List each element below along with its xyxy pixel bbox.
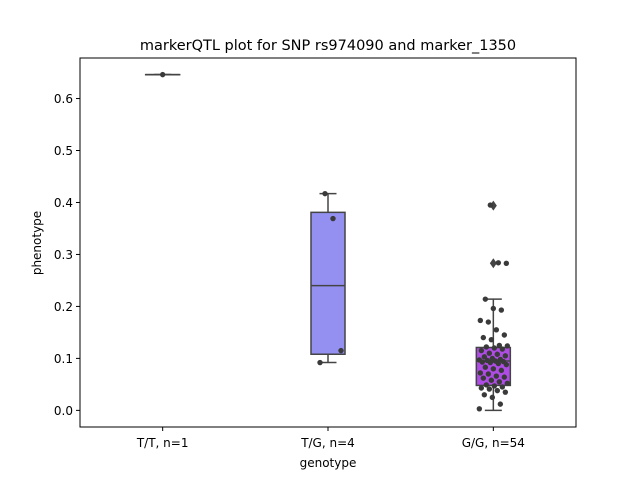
data-point: [159, 71, 166, 78]
data-point: [489, 394, 496, 401]
y-tick-label: 0.6: [54, 92, 73, 106]
box-series: [144, 73, 512, 412]
data-point: [483, 344, 490, 350]
y-tick-label: 0.5: [54, 144, 73, 158]
data-point: [502, 353, 509, 359]
data-point: [501, 374, 508, 380]
data-point: [488, 377, 495, 383]
data-point: [493, 327, 500, 333]
data-point: [496, 379, 503, 385]
data-point: [322, 190, 328, 197]
y-tick-label: 0.0: [54, 404, 73, 418]
data-point: [482, 364, 489, 370]
outlier-marker: [489, 258, 497, 269]
data-point: [493, 373, 500, 379]
data-point: [490, 305, 497, 312]
data-point: [503, 260, 510, 266]
x-tick-label: G/G, n=54: [462, 436, 525, 450]
data-point: [491, 383, 498, 389]
data-point: [494, 387, 501, 394]
data-point: [497, 401, 504, 407]
data-point: [477, 370, 484, 376]
y-axis-label: phenotype: [30, 211, 44, 275]
data-point: [487, 202, 494, 208]
data-point: [478, 347, 485, 354]
data-point: [477, 317, 484, 324]
data-point: [485, 371, 492, 377]
data-point: [499, 384, 506, 390]
data-point: [479, 359, 486, 365]
data-point: [495, 360, 502, 367]
data-point: [496, 342, 503, 349]
data-point: [504, 343, 511, 349]
data-point: [488, 336, 495, 343]
y-axis: 0.0 0.1 0.2 0.3 0.4 0.5 0.6: [54, 92, 80, 418]
data-point: [482, 296, 489, 302]
y-tick-label: 0.1: [54, 352, 73, 366]
data-point: [494, 351, 501, 357]
x-tick-label: T/T, n=1: [136, 436, 189, 450]
data-point: [504, 380, 511, 387]
data-point: [503, 361, 510, 368]
y-tick-label: 0.4: [54, 196, 73, 210]
data-point: [498, 367, 505, 374]
strip-points: [159, 71, 511, 412]
data-point: [480, 334, 487, 341]
x-axis: T/T, n=1 T/G, n=4 G/G, n=54: [136, 427, 525, 450]
data-point: [501, 332, 508, 338]
x-axis-label: genotype: [300, 456, 357, 470]
box-group: [310, 192, 346, 364]
y-tick-label: 0.3: [54, 248, 73, 262]
data-point: [486, 350, 493, 356]
data-point: [502, 389, 509, 395]
data-point: [317, 359, 323, 366]
data-point: [478, 385, 485, 391]
data-point: [498, 307, 505, 313]
data-point: [476, 406, 483, 412]
data-point: [495, 260, 502, 266]
data-point: [491, 345, 498, 351]
data-point: [481, 392, 488, 398]
data-point: [481, 354, 488, 360]
data-point: [480, 375, 487, 381]
data-point: [486, 386, 493, 392]
data-point: [490, 366, 497, 372]
iqr-box: [310, 211, 346, 355]
data-point: [499, 346, 506, 352]
chart-title: markerQTL plot for SNP rs974090 and mark…: [140, 38, 516, 54]
data-point: [487, 359, 494, 366]
y-tick-label: 0.2: [54, 300, 73, 314]
data-point: [485, 319, 492, 325]
data-point: [330, 215, 336, 222]
data-point: [338, 347, 344, 354]
data-point: [483, 382, 490, 388]
x-tick-label: T/G, n=4: [300, 436, 355, 450]
